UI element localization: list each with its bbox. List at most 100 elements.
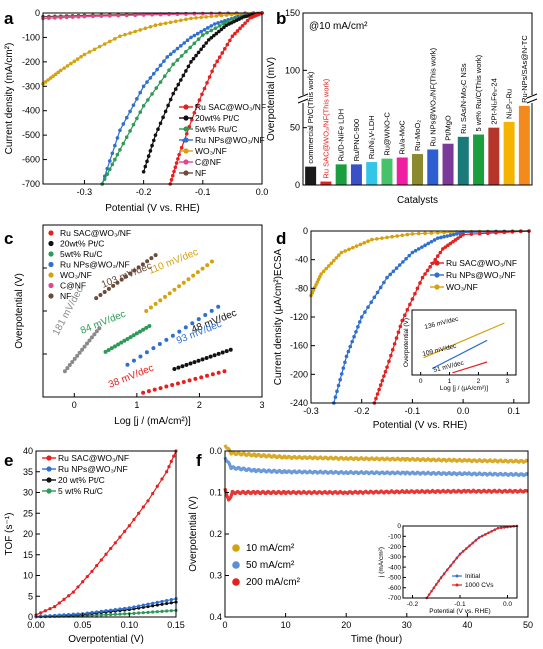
data-point [115, 136, 120, 140]
data-point [105, 172, 110, 177]
legend-marker [48, 282, 54, 289]
x-tick-label: -0.3 [303, 406, 319, 416]
bar [366, 162, 378, 185]
data-point [177, 284, 182, 289]
data-point [133, 13, 137, 17]
x-tick-label: 0.15 [167, 620, 185, 630]
data-point [179, 78, 183, 82]
y-axis-label: Overpotential (V) [188, 496, 199, 572]
data-point [437, 580, 440, 583]
data-point [155, 484, 159, 488]
data-point [184, 131, 189, 136]
data-point [174, 161, 179, 165]
data-point [380, 378, 385, 383]
data-point [207, 75, 212, 79]
data-point [339, 250, 344, 255]
data-point [106, 348, 111, 353]
axis-break-mark [297, 98, 309, 104]
data-point [51, 74, 55, 78]
data-point [181, 73, 186, 78]
x-axis-label: Potential (V vs. RHE) [373, 420, 467, 431]
data-point [147, 324, 152, 329]
bar [396, 157, 408, 185]
data-point [158, 22, 163, 27]
data-point [145, 259, 150, 264]
legend-marker [183, 148, 189, 154]
data-point [155, 600, 159, 604]
data-point [141, 611, 145, 615]
data-point [141, 505, 145, 509]
data-point [222, 369, 227, 374]
legend-entry: 5wt% Ru/C [195, 124, 238, 134]
data-point [219, 27, 224, 32]
data-point [62, 597, 66, 601]
data-point [151, 491, 155, 496]
y-tick-label: 150 [285, 8, 300, 18]
data-point [48, 76, 53, 80]
legend-entry: Ru NPs@WO₃/NF [446, 270, 516, 280]
data-point [118, 148, 122, 152]
bar-label: commercial Pt/C(This work) [306, 71, 315, 164]
panel-b: commercial Pt/C(This work) Ru SAC@WO₃/NF(… [266, 8, 538, 206]
data-point [181, 280, 186, 285]
legend-entry: Ru SAC@WO₃/NF [58, 453, 129, 463]
data-point [152, 387, 157, 392]
data-point [343, 360, 347, 365]
data-point [81, 580, 85, 584]
data-point [97, 44, 102, 49]
data-point [375, 237, 379, 241]
data-point [427, 593, 431, 596]
data-point [314, 282, 318, 287]
data-point [127, 524, 131, 528]
data-point [493, 528, 497, 532]
data-point [357, 320, 362, 324]
data-point [229, 12, 234, 17]
x-axis-label: Time (hour) [351, 634, 402, 645]
data-point [192, 41, 197, 46]
data-point [167, 291, 172, 296]
data-point [448, 241, 453, 246]
data-point [172, 49, 176, 54]
data-point [85, 341, 90, 346]
data-point [378, 383, 383, 387]
legend-entry: WO₃/NF [195, 146, 227, 156]
y-tick-label: 0.2 [209, 529, 222, 539]
data-point [217, 55, 222, 59]
data-point [151, 604, 155, 608]
y-axis-label: Overpotential (V) [14, 273, 25, 349]
data-point [506, 525, 509, 529]
x-axis-label: Log [j / (mA/cm²)] [114, 416, 191, 427]
data-point [490, 530, 493, 533]
plot-frame [411, 309, 517, 376]
data-point [413, 291, 417, 296]
data-point [160, 599, 164, 604]
legend-marker [46, 455, 52, 461]
data-point [165, 601, 169, 606]
data-point [400, 318, 405, 323]
data-point [319, 272, 323, 276]
data-point [351, 245, 355, 250]
data-point [146, 499, 150, 503]
data-point [435, 583, 438, 586]
data-point [443, 245, 448, 249]
y-tick-label: 5 [28, 591, 33, 601]
x-axis-label: Potential (V vs. RHE) [105, 203, 199, 214]
bar-label: Ru/Ni₂V-LDH [367, 115, 376, 159]
data-point [196, 37, 201, 41]
data-point [113, 608, 117, 612]
data-point [202, 27, 207, 32]
data-point [123, 612, 127, 616]
data-point [124, 115, 129, 120]
data-point [189, 60, 193, 64]
data-point [118, 128, 122, 133]
data-point [170, 173, 175, 178]
y-tick-label: -700 [22, 179, 40, 189]
y-tick-label: 10 [23, 571, 33, 581]
legend-marker [232, 578, 240, 586]
data-point [128, 335, 133, 340]
data-point [64, 15, 69, 20]
data-point [394, 336, 399, 340]
data-point [499, 526, 503, 530]
data-point [204, 15, 208, 19]
